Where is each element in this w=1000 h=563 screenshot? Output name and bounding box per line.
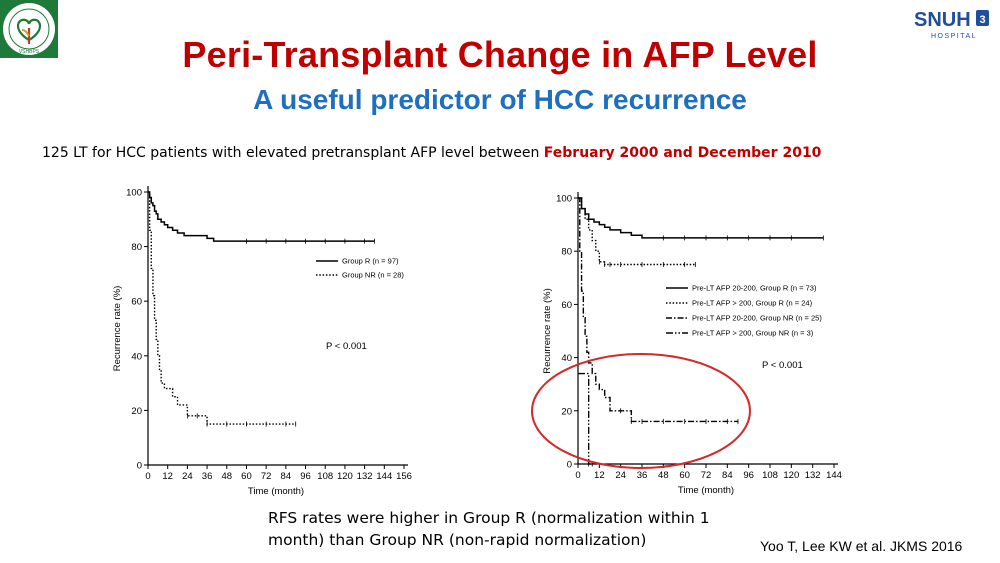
slide-title: Peri-Transplant Change in AFP Level (182, 34, 818, 75)
y-axis-label: Recurrence rate (%) (112, 286, 123, 372)
y-tick-label: 60 (561, 300, 572, 311)
p-value-annotation: P < 0.001 (762, 360, 803, 371)
p-value-annotation: P < 0.001 (326, 341, 367, 352)
x-tick-label: 72 (261, 471, 272, 482)
chart-left-svg: 0 12 24 36 48 60 72 84 96 108 120 132 144 156 0 20 40 60 8… (112, 186, 412, 497)
slide-subtitle: A useful predictor of HCC recurrence (253, 84, 747, 115)
series-line-4 (578, 372, 593, 465)
legend-label-2: Pre-LT AFP > 200, Group R (n = 24) (692, 299, 813, 308)
chart-right: 0 12 24 36 48 60 72 84 96 108 120 132 144 0 20 40 60 80 10… (526, 170, 856, 496)
intro-highlight: February 2000 and December 2010 (543, 145, 822, 161)
legend-label-1: Pre-LT AFP 20-200, Group R (n = 73) (692, 284, 817, 293)
chart-left: 0 12 24 36 48 60 72 84 96 108 120 132 144 156 0 20 40 60 8… (96, 170, 426, 506)
y-tick-label: 40 (561, 353, 572, 364)
x-tick-label: 48 (221, 471, 232, 482)
series-line-2 (578, 197, 696, 266)
x-tick-label: 24 (615, 470, 626, 481)
x-tick-label: 108 (762, 470, 778, 481)
x-tick-label: 96 (300, 471, 311, 482)
x-tick-label: 36 (637, 470, 648, 481)
x-tick-label: 108 (317, 471, 333, 482)
series-line-3 (578, 197, 738, 423)
x-tick-label: 12 (162, 471, 173, 482)
caption-text: RFS rates were higher in Group R (normal… (268, 509, 710, 549)
legend-label-1: Group R (n = 97) (342, 257, 399, 266)
logo-right-text: SNUH (914, 9, 971, 31)
x-axis-label: Time (month) (248, 486, 304, 497)
y-tick-label: 100 (556, 194, 572, 205)
x-tick-label: 72 (701, 470, 712, 481)
snuh-logo: SNUH 3 HOSPITAL (912, 4, 996, 44)
x-tick-label: 156 (396, 471, 412, 482)
legend-label-3: Pre-LT AFP 20-200, Group NR (n = 25) (692, 314, 822, 323)
x-tick-label: 24 (182, 471, 193, 482)
x-tick-label: 132 (357, 471, 373, 482)
x-tick-label: 0 (575, 470, 580, 481)
logo-right-subtext: HOSPITAL (931, 33, 977, 40)
legend-label-2: Group NR (n = 28) (342, 271, 404, 280)
series-line-2 (148, 191, 296, 425)
x-tick-label: 120 (337, 471, 353, 482)
y-tick-label: 60 (131, 297, 142, 308)
intro-text: 125 LT for HCC patients with elevated pr… (42, 145, 821, 161)
series-line-1 (148, 191, 375, 242)
x-tick-label: 0 (145, 471, 150, 482)
y-tick-label: 20 (561, 406, 572, 417)
x-tick-label: 120 (783, 470, 799, 481)
logo-left-text: VSHBPS (19, 49, 40, 55)
x-tick-label: 132 (805, 470, 821, 481)
y-tick-label: 40 (131, 351, 142, 362)
x-tick-label: 36 (202, 471, 213, 482)
highlight-ellipse (531, 353, 751, 469)
x-tick-label: 144 (826, 470, 842, 481)
y-tick-label: 20 (131, 406, 142, 417)
citation-text: Yoo T, Lee KW et al. JKMS 2016 (760, 538, 963, 554)
svg-text:3: 3 (979, 14, 985, 26)
x-tick-label: 84 (722, 470, 733, 481)
intro-plain: 125 LT for HCC patients with elevated pr… (42, 145, 544, 161)
x-tick-label: 96 (743, 470, 754, 481)
hospital-seal-logo: VSHBPS (0, 0, 58, 58)
series-line-1 (578, 197, 824, 239)
chart-right-svg: 0 12 24 36 48 60 72 84 96 108 120 132 144 0 20 40 60 80 10… (542, 192, 842, 496)
x-tick-label: 60 (241, 471, 252, 482)
x-tick-label: 12 (594, 470, 605, 481)
legend-label-4: Pre-LT AFP > 200, Group NR (n = 3) (692, 329, 814, 338)
y-tick-label: 80 (561, 247, 572, 258)
x-tick-label: 84 (281, 471, 292, 482)
y-tick-label: 100 (126, 188, 142, 199)
x-axis-label: Time (month) (678, 485, 734, 496)
y-tick-label: 0 (567, 460, 572, 471)
x-tick-label: 144 (376, 471, 392, 482)
y-axis-label: Recurrence rate (%) (542, 288, 553, 374)
y-tick-label: 80 (131, 242, 142, 253)
x-tick-label: 48 (658, 470, 669, 481)
y-tick-label: 0 (137, 461, 142, 472)
x-tick-label: 60 (679, 470, 690, 481)
